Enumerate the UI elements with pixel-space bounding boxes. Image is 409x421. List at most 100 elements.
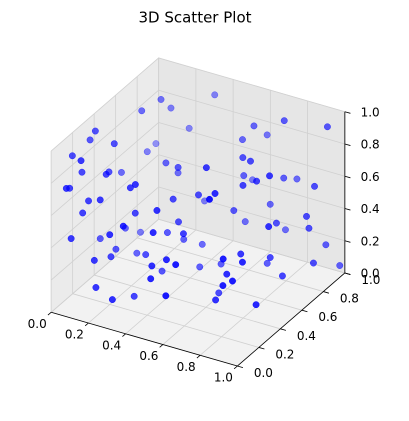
point — [91, 127, 99, 135]
point — [147, 275, 155, 283]
grid-line — [158, 122, 345, 177]
x-tick-label: 0.8 — [177, 360, 196, 374]
grid-line — [50, 218, 159, 313]
z-tick — [344, 143, 351, 146]
point — [162, 292, 170, 300]
y-tick — [237, 365, 244, 369]
point — [143, 148, 151, 156]
grid-line — [158, 186, 345, 242]
grid-line — [137, 237, 324, 292]
grid-line — [88, 229, 197, 324]
point — [266, 254, 274, 261]
point — [202, 164, 210, 172]
point — [206, 195, 213, 203]
point — [240, 172, 248, 180]
point — [241, 218, 249, 226]
panes — [50, 56, 346, 367]
point — [106, 231, 114, 239]
point — [280, 117, 288, 125]
y-tick-label: 0.8 — [340, 292, 359, 306]
z-tick — [344, 240, 351, 243]
y-tick — [258, 347, 265, 350]
z-tick-label: 0.0 — [361, 267, 380, 281]
point — [149, 229, 157, 237]
point — [322, 241, 330, 249]
x-tick-label: 0.6 — [139, 349, 158, 363]
x-tick-label: 1.0 — [214, 371, 233, 385]
grid-line — [50, 89, 159, 184]
grid-line — [158, 154, 345, 209]
grid-line — [72, 293, 259, 348]
point — [142, 251, 150, 259]
point — [198, 240, 206, 248]
point — [311, 182, 318, 190]
x-tick-label: 0.2 — [65, 328, 84, 342]
z-tick-label: 0.2 — [361, 234, 380, 248]
point — [137, 228, 144, 236]
point — [108, 296, 116, 304]
point — [303, 212, 310, 220]
axes: 0.00.20.40.60.81.0 0.00.20.40.60.81.00.00… — [28, 105, 381, 384]
y-axis-line — [237, 272, 346, 367]
point — [215, 289, 223, 297]
point — [239, 136, 246, 144]
point — [305, 224, 313, 232]
point — [266, 200, 274, 208]
z-tick — [344, 175, 351, 179]
y-tick-label: 0.0 — [254, 366, 273, 380]
point — [247, 157, 254, 165]
point — [68, 152, 76, 160]
grid-line — [115, 256, 302, 311]
point — [263, 131, 271, 139]
point — [185, 124, 193, 132]
z-tick — [344, 208, 351, 211]
point — [217, 260, 225, 268]
point — [229, 277, 236, 285]
grid-line — [50, 186, 159, 281]
x-tick-label: 0.4 — [102, 338, 121, 352]
point — [92, 284, 100, 291]
point — [212, 296, 220, 304]
point — [174, 169, 182, 177]
point — [239, 181, 247, 189]
z-tick-label: 0.4 — [361, 202, 380, 216]
point — [77, 157, 85, 165]
point — [252, 301, 260, 309]
point — [105, 168, 113, 176]
point — [263, 259, 271, 267]
point — [239, 258, 246, 266]
point — [162, 159, 170, 167]
y-tick — [323, 291, 330, 294]
point — [250, 122, 258, 130]
x-tick — [196, 354, 201, 359]
y-tick — [280, 328, 287, 331]
z-tick-label: 0.6 — [361, 170, 380, 184]
point — [130, 292, 138, 300]
y-tick-label: 0.4 — [297, 329, 316, 343]
point — [86, 136, 94, 144]
point — [107, 253, 115, 261]
point — [336, 262, 344, 269]
point — [167, 104, 175, 112]
grid-line — [50, 57, 159, 152]
point — [323, 123, 331, 131]
x-tick-label: 0.0 — [28, 317, 47, 331]
point — [219, 282, 227, 290]
point — [79, 209, 87, 217]
z-tick — [344, 272, 351, 275]
point — [253, 177, 261, 185]
x-tick — [84, 322, 89, 327]
point — [196, 263, 204, 271]
y-tick — [301, 309, 308, 313]
point — [78, 168, 86, 176]
z-tick-label: 0.8 — [361, 138, 380, 152]
x-tick — [47, 311, 52, 316]
point — [310, 259, 317, 267]
point — [138, 107, 146, 115]
point — [112, 245, 120, 253]
point — [148, 262, 156, 270]
point — [265, 223, 273, 231]
point — [237, 250, 245, 258]
